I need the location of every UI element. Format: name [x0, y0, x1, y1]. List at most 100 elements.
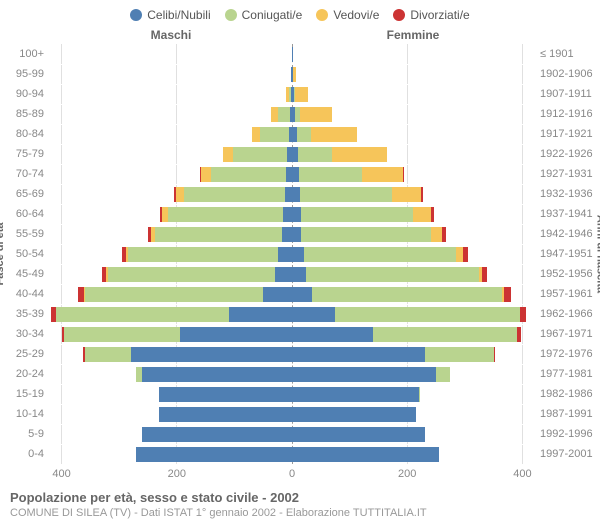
bar-segment-widowed	[362, 167, 402, 182]
age-label: 0-4	[4, 444, 50, 464]
female-bar	[292, 407, 534, 422]
bar-segment-widowed	[293, 67, 296, 82]
bar-segment-married	[184, 187, 285, 202]
female-bar	[292, 107, 534, 122]
birth-year-label: 1917-1921	[534, 124, 596, 144]
legend-item: Vedovi/e	[316, 8, 379, 22]
age-label: 100+	[4, 44, 50, 64]
bar-segment-single	[292, 247, 304, 262]
bar-segment-divorced	[403, 167, 405, 182]
bar-segment-single	[292, 267, 306, 282]
legend-label: Vedovi/e	[333, 8, 379, 22]
bar-segment-divorced	[494, 347, 496, 362]
bar-segment-married	[155, 227, 282, 242]
bar-segment-married	[260, 127, 289, 142]
female-bar	[292, 127, 534, 142]
male-bar	[50, 327, 292, 342]
pyramid-row	[50, 364, 534, 384]
bar-segment-single	[159, 407, 292, 422]
bar-segment-divorced	[442, 227, 446, 242]
female-bar	[292, 367, 534, 382]
age-label: 55-59	[4, 224, 50, 244]
male-bar	[50, 367, 292, 382]
legend-swatch	[225, 9, 237, 21]
x-tick: 200	[398, 468, 416, 480]
male-bar	[50, 67, 292, 82]
plot-area: Fasce di età Anni di nascita 100+95-9990…	[4, 44, 596, 464]
bar-segment-widowed	[431, 227, 443, 242]
bar-segment-widowed	[295, 87, 308, 102]
age-label: 15-19	[4, 384, 50, 404]
male-bar	[50, 127, 292, 142]
pyramid-row	[50, 244, 534, 264]
birth-year-label: 1912-1916	[534, 104, 596, 124]
male-bar	[50, 307, 292, 322]
female-bar	[292, 207, 534, 222]
x-tick: 400	[513, 468, 531, 480]
bar-segment-widowed	[311, 127, 357, 142]
age-label: 60-64	[4, 204, 50, 224]
bar-segment-married	[85, 287, 264, 302]
bar-segment-single	[292, 447, 439, 462]
female-bar	[292, 67, 534, 82]
footer: Popolazione per età, sesso e stato civil…	[4, 482, 596, 525]
bar-segment-single	[275, 267, 292, 282]
bar-segment-widowed	[300, 107, 332, 122]
bar-segment-married	[85, 347, 131, 362]
age-label: 30-34	[4, 324, 50, 344]
legend-item: Celibi/Nubili	[130, 8, 210, 22]
bar-segment-single	[285, 187, 292, 202]
x-tick: 400	[52, 468, 70, 480]
bar-segment-divorced	[482, 267, 487, 282]
age-label: 70-74	[4, 164, 50, 184]
female-bar	[292, 147, 534, 162]
bar-segment-single	[282, 227, 292, 242]
legend: Celibi/NubiliConiugati/eVedovi/eDivorzia…	[4, 8, 596, 22]
male-bar	[50, 287, 292, 302]
pyramid-row	[50, 444, 534, 464]
age-label: 40-44	[4, 284, 50, 304]
bar-segment-married	[298, 147, 333, 162]
birth-year-label: 1937-1941	[534, 204, 596, 224]
male-bar	[50, 447, 292, 462]
birth-year-label: 1987-1991	[534, 404, 596, 424]
male-bar	[50, 247, 292, 262]
age-label: 85-89	[4, 104, 50, 124]
age-label: 90-94	[4, 84, 50, 104]
bar-segment-single	[292, 367, 436, 382]
bar-segment-widowed	[223, 147, 233, 162]
bar-segment-single	[142, 427, 292, 442]
male-bar	[50, 187, 292, 202]
bar-segment-single	[263, 287, 292, 302]
male-bar	[50, 167, 292, 182]
birth-year-label: 1952-1956	[534, 264, 596, 284]
bar-segment-widowed	[332, 147, 387, 162]
pyramid-row	[50, 104, 534, 124]
pyramid-row	[50, 64, 534, 84]
birth-year-label: 1932-1936	[534, 184, 596, 204]
y-axis-left-title: Fasce di età	[0, 223, 6, 286]
male-bar	[50, 267, 292, 282]
bar-segment-married	[168, 207, 283, 222]
male-bar	[50, 227, 292, 242]
pyramid-row	[50, 404, 534, 424]
bar-segment-married	[419, 387, 420, 402]
bar-segment-divorced	[517, 327, 521, 342]
age-label: 25-29	[4, 344, 50, 364]
age-label: 75-79	[4, 144, 50, 164]
age-label: 65-69	[4, 184, 50, 204]
age-label: 20-24	[4, 364, 50, 384]
female-bar	[292, 307, 534, 322]
birth-year-label: 1907-1911	[534, 84, 596, 104]
male-bar	[50, 387, 292, 402]
female-bar	[292, 247, 534, 262]
birth-year-label: 1962-1966	[534, 304, 596, 324]
bar-segment-single	[292, 327, 373, 342]
male-bar	[50, 87, 292, 102]
female-bar	[292, 167, 534, 182]
pyramid-row	[50, 344, 534, 364]
birth-year-label: 1922-1926	[534, 144, 596, 164]
pyramid-row	[50, 224, 534, 244]
birth-year-label: 1927-1931	[534, 164, 596, 184]
population-pyramid-chart: Celibi/NubiliConiugati/eVedovi/eDivorzia…	[0, 0, 600, 529]
